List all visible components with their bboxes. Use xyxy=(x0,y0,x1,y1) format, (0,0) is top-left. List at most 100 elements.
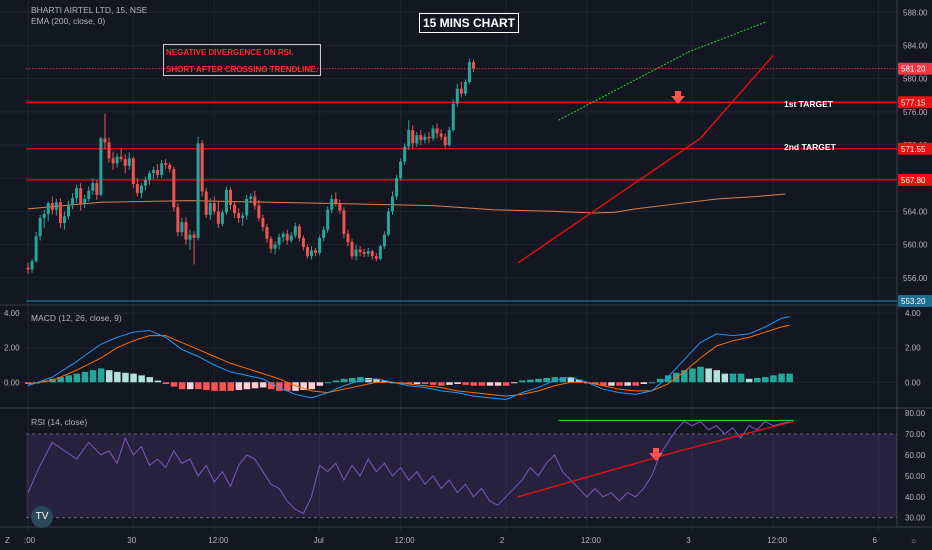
rsi-trendline xyxy=(517,450,681,498)
candle-body-44 xyxy=(204,191,208,215)
macd-hist-bar-78 xyxy=(340,378,348,383)
candle-body-78 xyxy=(342,210,346,234)
macd-hist-bar-120 xyxy=(511,382,518,384)
macd-hist-bar-66 xyxy=(292,382,299,391)
note-line-2: SHORT AFTER CROSSING TRENDLINE. xyxy=(166,65,318,74)
candle-body-57 xyxy=(257,205,261,219)
macd-hist-bar-56 xyxy=(251,382,259,389)
macd-hist-bar-98 xyxy=(421,382,429,384)
macd-hist-bar-74 xyxy=(324,382,332,384)
candle-body-14 xyxy=(83,198,87,204)
candle-body-47 xyxy=(216,211,220,224)
short-arrow-price xyxy=(671,91,685,104)
candle-body-8 xyxy=(58,202,62,224)
candle-body-65 xyxy=(289,235,293,241)
candle-body-45 xyxy=(208,203,212,215)
macd-hist-bar-48 xyxy=(219,382,226,391)
macd-left-tick-2: 0.00 xyxy=(4,378,20,387)
candle-body-89 xyxy=(386,211,390,235)
macd-hist-bar-36 xyxy=(170,382,178,387)
candle-body-23 xyxy=(119,156,123,160)
level-tag-label-1: 577.15 xyxy=(901,98,926,107)
macd-hist-bar-8 xyxy=(57,377,64,383)
candle-body-49 xyxy=(224,189,228,213)
macd-hist-bar-94 xyxy=(405,382,413,384)
macd-hist-bar-54 xyxy=(243,382,251,390)
level-tag-1 xyxy=(898,96,932,109)
candle-body-75 xyxy=(330,198,334,210)
macd-hist-bar-182 xyxy=(762,377,769,383)
candle-body-83 xyxy=(362,252,366,254)
rsi-tick-label-0: 80.00 xyxy=(905,409,926,418)
macd-hist-bar-166 xyxy=(697,366,704,383)
level-tag-label-0: 581.20 xyxy=(901,65,926,74)
macd-hist-bar-102 xyxy=(438,382,445,386)
macd-hist-bar-50 xyxy=(227,382,234,391)
time-tick-label-4: 12:00 xyxy=(395,536,416,545)
macd-hist-bar-114 xyxy=(486,382,494,386)
candle-body-54 xyxy=(245,198,249,216)
macd-hist-bar-124 xyxy=(527,379,534,383)
macd-hist-bar-110 xyxy=(470,382,477,386)
rsi-tick-label-5: 30.00 xyxy=(905,514,926,523)
candle-body-81 xyxy=(354,249,358,257)
macd-hist-bar-100 xyxy=(430,382,437,385)
macd-signal-line xyxy=(27,324,790,397)
macd-hist-bar-60 xyxy=(268,382,275,390)
target-1-label: 1st TARGET xyxy=(784,99,833,109)
candle-body-106 xyxy=(455,88,459,104)
time-tick-label-3: Jul xyxy=(314,536,324,545)
candle-body-48 xyxy=(220,212,224,224)
candle-body-77 xyxy=(338,203,342,211)
candle-body-38 xyxy=(180,222,184,233)
candle-body-39 xyxy=(184,222,188,240)
price-tick-label-6: 564.00 xyxy=(903,207,928,216)
macd-hist-bar-186 xyxy=(778,373,785,383)
macd-hist-bar-30 xyxy=(146,377,153,383)
macd-hist-bar-158 xyxy=(664,375,672,383)
candle-body-99 xyxy=(427,136,431,139)
candle-body-88 xyxy=(382,234,386,247)
rsi-tick-label-2: 60.00 xyxy=(905,451,926,460)
candle-body-10 xyxy=(67,204,70,217)
macd-hist-bar-178 xyxy=(745,378,753,383)
macd-hist-bar-170 xyxy=(713,370,720,383)
macd-hist-bar-34 xyxy=(162,382,170,384)
macd-hist-bar-16 xyxy=(89,370,97,383)
price-tick-label-8: 556.00 xyxy=(903,274,928,283)
candle-body-16 xyxy=(91,183,95,191)
candle-body-13 xyxy=(79,188,83,204)
target-2-label: 2nd TARGET xyxy=(784,142,836,152)
price-tick-label-0: 588.00 xyxy=(903,8,928,17)
macd-hist-bar-46 xyxy=(211,382,218,391)
macd-hist-bar-180 xyxy=(754,377,761,383)
candle-body-32 xyxy=(156,169,160,175)
macd-hist-bar-184 xyxy=(770,375,777,383)
macd-hist-bar-18 xyxy=(97,368,105,383)
macd-hist-bar-96 xyxy=(413,382,421,384)
candle-body-85 xyxy=(370,251,374,257)
macd-hist-bar-146 xyxy=(616,382,623,386)
candle-body-22 xyxy=(115,156,119,164)
candle-body-24 xyxy=(123,159,127,166)
level-tag-2 xyxy=(898,142,932,155)
macd-line xyxy=(27,316,790,401)
macd-hist-bar-164 xyxy=(689,368,696,383)
candle-body-1 xyxy=(30,261,34,270)
macd-left-tick-1: 2.00 xyxy=(4,344,20,353)
candle-body-110 xyxy=(472,62,475,69)
candle-body-7 xyxy=(54,202,58,210)
time-tick-label-7: 3 xyxy=(686,536,691,545)
macd-hist-bar-188 xyxy=(786,373,793,383)
macd-hist-bar-142 xyxy=(600,382,607,386)
candle-body-86 xyxy=(374,256,378,259)
candle-body-50 xyxy=(229,189,232,205)
candle-body-73 xyxy=(322,229,326,238)
macd-hist-bar-140 xyxy=(592,382,599,384)
price-tick-label-7: 560.00 xyxy=(903,241,928,250)
macd-hist-bar-116 xyxy=(494,382,502,386)
tradingview-logo[interactable]: TV xyxy=(31,506,53,528)
candle-body-90 xyxy=(391,196,394,212)
candle-body-55 xyxy=(249,196,253,199)
